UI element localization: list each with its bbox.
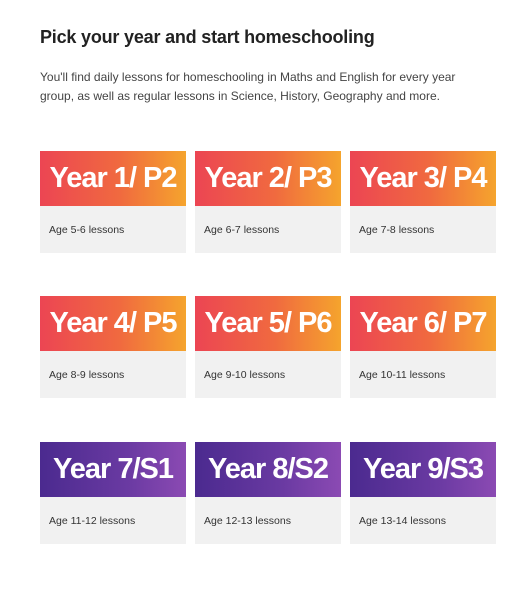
year-card-title: Year 4/ P5 bbox=[49, 307, 177, 339]
year-card-title: Year 5/ P6 bbox=[204, 307, 332, 339]
year-card-2[interactable]: Year 2/ P3 Age 6-7 lessons bbox=[195, 151, 341, 253]
year-card-1[interactable]: Year 1/ P2 Age 5-6 lessons bbox=[40, 151, 186, 253]
page-title: Pick your year and start homeschooling bbox=[40, 27, 375, 47]
year-card-age: Age 7-8 lessons bbox=[359, 224, 435, 236]
year-card-age: Age 10-11 lessons bbox=[359, 369, 446, 381]
year-card-age: Age 8-9 lessons bbox=[49, 369, 125, 381]
year-card-banner: Year 3/ P4 bbox=[350, 151, 496, 206]
year-card-title: Year 1/ P2 bbox=[49, 162, 177, 194]
intro-text: You'll find daily lessons for homeschool… bbox=[40, 70, 456, 103]
year-card-title: Year 9/S3 bbox=[363, 453, 484, 485]
year-card-banner: Year 7/S1 bbox=[40, 442, 186, 497]
year-card-banner: Year 5/ P6 bbox=[195, 296, 341, 351]
year-card-title: Year 3/ P4 bbox=[359, 162, 487, 194]
year-card-banner: Year 8/S2 bbox=[195, 442, 341, 497]
year-card-8[interactable]: Year 8/S2 Age 12-13 lessons bbox=[195, 442, 341, 544]
year-card-title: Year 8/S2 bbox=[208, 453, 329, 485]
year-grid: Year 1/ P2 Age 5-6 lessons Year 2/ P3 Ag… bbox=[40, 151, 496, 548]
year-card-4[interactable]: Year 4/ P5 Age 8-9 lessons bbox=[40, 296, 186, 398]
year-card-title: Year 6/ P7 bbox=[359, 307, 487, 339]
year-card-age: Age 13-14 lessons bbox=[359, 515, 446, 527]
year-card-title: Year 7/S1 bbox=[53, 453, 174, 485]
year-card-age: Age 12-13 lessons bbox=[204, 515, 291, 527]
year-card-banner: Year 9/S3 bbox=[350, 442, 496, 497]
year-card-banner: Year 1/ P2 bbox=[40, 151, 186, 206]
year-card-age: Age 11-12 lessons bbox=[49, 515, 136, 527]
year-card-5[interactable]: Year 5/ P6 Age 9-10 lessons bbox=[195, 296, 341, 398]
year-card-age: Age 5-6 lessons bbox=[49, 224, 125, 236]
year-card-6[interactable]: Year 6/ P7 Age 10-11 lessons bbox=[350, 296, 496, 398]
year-card-3[interactable]: Year 3/ P4 Age 7-8 lessons bbox=[350, 151, 496, 253]
year-card-age: Age 6-7 lessons bbox=[204, 224, 280, 236]
year-card-banner: Year 2/ P3 bbox=[195, 151, 341, 206]
year-card-title: Year 2/ P3 bbox=[204, 162, 332, 194]
year-card-age: Age 9-10 lessons bbox=[204, 369, 286, 381]
year-card-banner: Year 4/ P5 bbox=[40, 296, 186, 351]
year-card-9[interactable]: Year 9/S3 Age 13-14 lessons bbox=[350, 442, 496, 544]
year-card-7[interactable]: Year 7/S1 Age 11-12 lessons bbox=[40, 442, 186, 544]
year-card-banner: Year 6/ P7 bbox=[350, 296, 496, 351]
